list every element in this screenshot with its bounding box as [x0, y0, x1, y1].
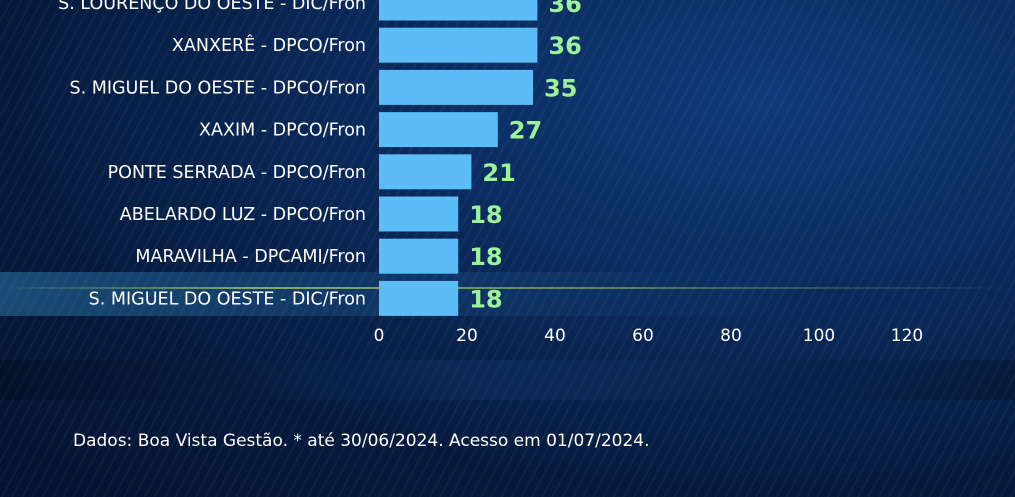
value-label: 18: [469, 201, 502, 229]
value-label: 27: [509, 117, 542, 145]
bar: [379, 280, 459, 316]
category-label: XAXIM - DPCO/Fron: [199, 121, 366, 141]
background-band: [0, 360, 1015, 400]
bar: [379, 196, 459, 232]
category-label: S. LOURENÇO DO OESTE - DIC/Fron: [58, 0, 366, 14]
category-label: S. MIGUEL DO OESTE - DPCO/Fron: [70, 78, 367, 98]
bar: [379, 69, 533, 105]
value-label: 18: [469, 285, 502, 313]
value-label: 36: [548, 32, 581, 60]
value-label: 35: [544, 74, 577, 102]
x-tick-label: 100: [803, 326, 835, 346]
highlight-band: [0, 272, 1015, 316]
bar: [379, 238, 459, 274]
category-label: MARAVILHA - DPCAMI/Fron: [135, 247, 366, 267]
source-note: Dados: Boa Vista Gestão. * até 30/06/202…: [73, 431, 650, 451]
x-tick-label: 80: [720, 326, 742, 346]
category-label: ABELARDO LUZ - DPCO/Fron: [120, 205, 366, 225]
bar: [379, 27, 538, 63]
value-label: 18: [469, 243, 502, 271]
category-label: PONTE SERRADA - DPCO/Fron: [108, 163, 366, 183]
x-tick-label: 0: [374, 326, 385, 346]
x-tick-label: 40: [544, 326, 566, 346]
bar: [379, 154, 472, 190]
category-label: XANXERÊ - DPCO/Fron: [172, 34, 366, 56]
bar: [379, 0, 538, 21]
value-label: 36: [548, 0, 581, 18]
x-tick-label: 20: [456, 326, 478, 346]
bar: [379, 112, 498, 148]
x-tick-label: 120: [891, 326, 923, 346]
category-label: S. MIGUEL DO OESTE - DIC/Fron: [89, 289, 366, 309]
value-label: 21: [482, 159, 515, 187]
x-tick-label: 60: [632, 326, 654, 346]
highlight-line: [0, 287, 1015, 289]
